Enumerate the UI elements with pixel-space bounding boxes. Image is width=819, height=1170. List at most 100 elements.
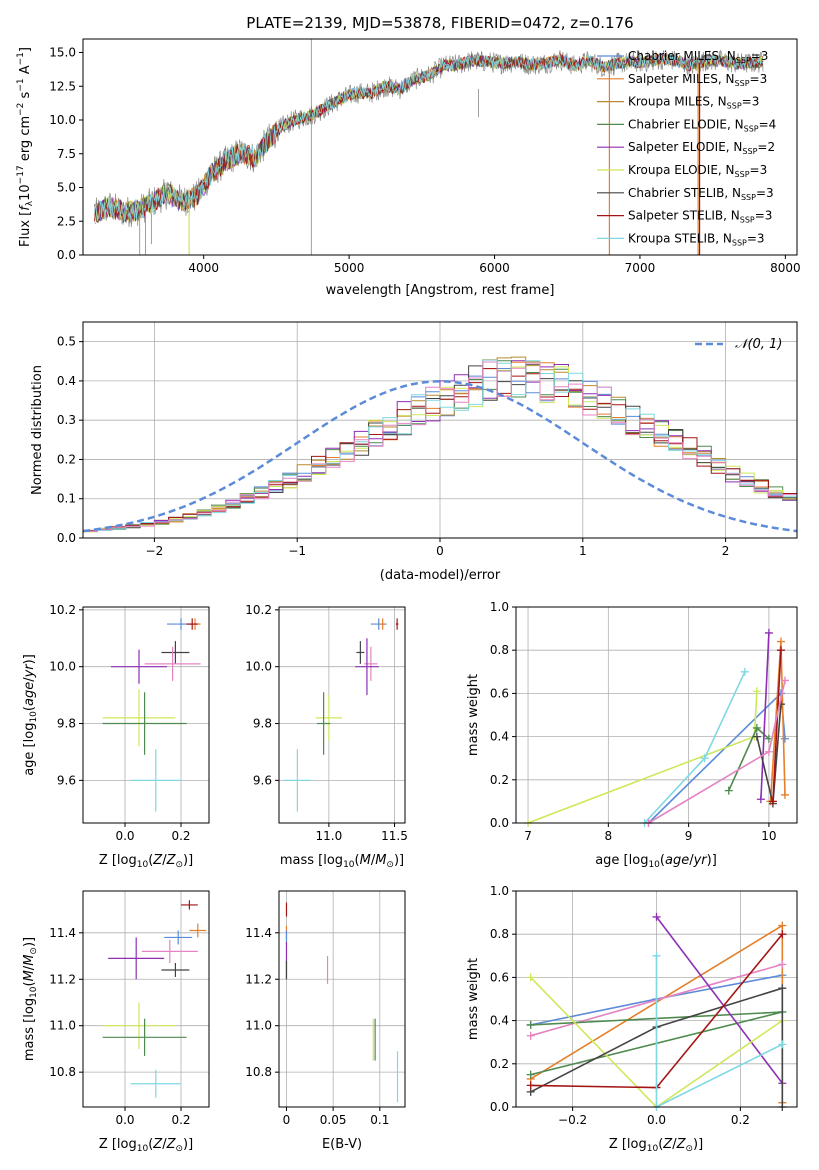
- x-tick-label: 0.2: [171, 829, 190, 843]
- z-weight-panel: −0.2 0.0 0.2 0.0 0.2 0.4 0.6 0.8 1.0 Z [log10(Z/…: [466, 884, 798, 1154]
- y-tick-label: 1.0: [490, 884, 509, 898]
- ebv-mass-xlabel: E(B-V): [322, 1137, 362, 1152]
- y-tick-label: 0.0: [490, 1100, 509, 1114]
- x-tick-label: 7: [524, 829, 532, 843]
- y-tick-label: 10.0: [49, 113, 76, 127]
- x-tick-label: 11.0: [316, 829, 343, 843]
- y-tick-label: 11.4: [245, 926, 272, 940]
- legend-label: Kroupa ELODIE, NSSP=3: [628, 163, 767, 179]
- legend-label: Kroupa STELIB, NSSP=3: [628, 231, 765, 247]
- y-tick-label: 10.8: [245, 1065, 272, 1079]
- mass-weight-line: [655, 916, 783, 1084]
- y-tick-label: 9.6: [57, 773, 76, 787]
- residual-legend: 𝒩(0, 1): [695, 337, 782, 352]
- legend-label: Chabrier ELODIE, NSSP=4: [628, 117, 776, 133]
- errorbar-point: [130, 1069, 181, 1098]
- errorbar-point: [130, 749, 181, 812]
- z-weight-axes-frame: [515, 890, 798, 1108]
- y-tick-label: 0.1: [57, 492, 76, 506]
- mass-weight-marker: [756, 795, 765, 804]
- z-mass-xlabel: Z [log10(Z/Z⊙)]: [99, 1137, 193, 1154]
- y-tick-label: 1.0: [490, 600, 509, 614]
- mass-weight-marker: [724, 786, 733, 795]
- mass-weight-marker: [780, 676, 789, 685]
- x-tick-label: −2: [146, 544, 164, 558]
- x-tick-label: 5000: [334, 261, 365, 275]
- y-tick-label: 9.8: [253, 717, 272, 731]
- x-tick-label: 6000: [479, 261, 510, 275]
- legend-label: Salpeter STELIB, NSSP=3: [628, 209, 772, 225]
- z-age-xlabel: Z [log10(Z/Z⊙)]: [99, 853, 193, 870]
- y-tick-label: 2.5: [57, 214, 76, 228]
- mass-weight-marker: [778, 960, 787, 969]
- mass-weight-marker: [778, 921, 787, 930]
- legend-label: Chabrier STELIB, NSSP=3: [628, 186, 774, 202]
- y-tick-label: 9.8: [57, 717, 76, 731]
- errorbar-point: [164, 930, 193, 945]
- y-tick-label: 0.2: [490, 773, 509, 787]
- legend-label: Salpeter ELODIE, NSSP=2: [628, 140, 775, 156]
- y-tick-label: 0.6: [490, 970, 509, 984]
- residual-ylabel: Normed distribution: [30, 365, 45, 495]
- errorbar-point: [355, 638, 379, 696]
- mass-weight-marker: [752, 732, 761, 741]
- x-tick-label: 4000: [188, 261, 219, 275]
- x-tick-label: 7000: [625, 261, 656, 275]
- mass-weight-marker: [652, 951, 661, 960]
- residual-xlabel: (data-model)/error: [380, 568, 501, 583]
- mass-weight-marker: [526, 1031, 535, 1040]
- mass-weight-marker: [776, 637, 785, 646]
- y-tick-label: 0.4: [57, 374, 76, 388]
- age-weight-panel: 7 8 9 10 0.0 0.2 0.4 0.6 0.8 1.0 age [log10(age/y…: [466, 600, 798, 870]
- legend-label: Kroupa MILES, NSSP=3: [628, 95, 759, 111]
- y-tick-label: 0.3: [57, 413, 76, 427]
- x-tick-label: 1: [579, 544, 587, 558]
- errorbar-point: [186, 618, 198, 630]
- errorbar-point: [102, 689, 176, 747]
- z-weight-ylabel: mass weight: [466, 958, 481, 1040]
- mass-weight-marker: [752, 723, 761, 732]
- x-tick-label: −1: [288, 544, 306, 558]
- y-tick-label: 15.0: [49, 46, 76, 60]
- y-tick-label: 11.2: [49, 972, 76, 986]
- legend-label: Salpeter MILES, NSSP=3: [628, 72, 767, 88]
- mass-weight-line: [643, 671, 746, 824]
- y-tick-label: 5.0: [57, 181, 76, 195]
- y-tick-label: 9.6: [253, 773, 272, 787]
- mass-weight-marker: [764, 747, 773, 756]
- ebv-mass-panel: 0 0.05 0.1 10.8 11.0 11.2 11.4 E(B-V): [245, 890, 406, 1152]
- z-age-axes-frame: [82, 606, 210, 824]
- y-tick-label: 0.0: [490, 816, 509, 830]
- mass-weight-marker: [776, 646, 785, 655]
- y-tick-label: 12.5: [49, 79, 76, 93]
- x-tick-label: 0.2: [731, 1113, 750, 1127]
- z-age-panel: 0.0 0.2 9.6 9.8 10.0 10.2 Z [log10(Z/Z⊙)] age…: [22, 603, 210, 870]
- y-tick-label: 0.6: [490, 686, 509, 700]
- x-tick-label: 11.5: [381, 829, 408, 843]
- x-tick-label: 0.2: [171, 1113, 190, 1127]
- residual-histogram: [83, 359, 797, 532]
- errorbar-point: [315, 695, 342, 741]
- y-tick-label: 10.0: [245, 660, 272, 674]
- y-tick-label: 0.4: [490, 1014, 509, 1028]
- spectrum-axes-frame: [82, 38, 798, 256]
- y-tick-label: 0.4: [490, 730, 509, 744]
- errorbar-point: [102, 1002, 176, 1049]
- y-tick-label: 0.2: [57, 452, 76, 466]
- errorbar-point: [144, 646, 201, 681]
- errorbar-point: [102, 1018, 187, 1056]
- mass-weight-marker: [526, 1020, 535, 1029]
- residual-histogram: [83, 361, 797, 532]
- mass-weight-marker: [526, 973, 535, 982]
- z-mass-ylabel: mass [log10(M/M⊙)]: [22, 937, 39, 1061]
- residual-panel: −2 −1 0 1 2 0.0 0.1 0.2 0.3 0.4 0.5 (data-model)/e…: [30, 321, 798, 583]
- normal-legend-label: 𝒩(0, 1): [735, 337, 782, 352]
- x-tick-label: 0: [283, 1113, 291, 1127]
- x-tick-label: 9: [685, 829, 693, 843]
- mass-weight-marker: [768, 797, 777, 806]
- spectrum-panel: PLATE=2139, MJD=53878, FIBERID=0472, z=0…: [16, 14, 801, 298]
- mass-weight-marker: [778, 984, 787, 993]
- y-tick-label: 0.0: [57, 531, 76, 545]
- x-tick-label: 0.0: [115, 1113, 134, 1127]
